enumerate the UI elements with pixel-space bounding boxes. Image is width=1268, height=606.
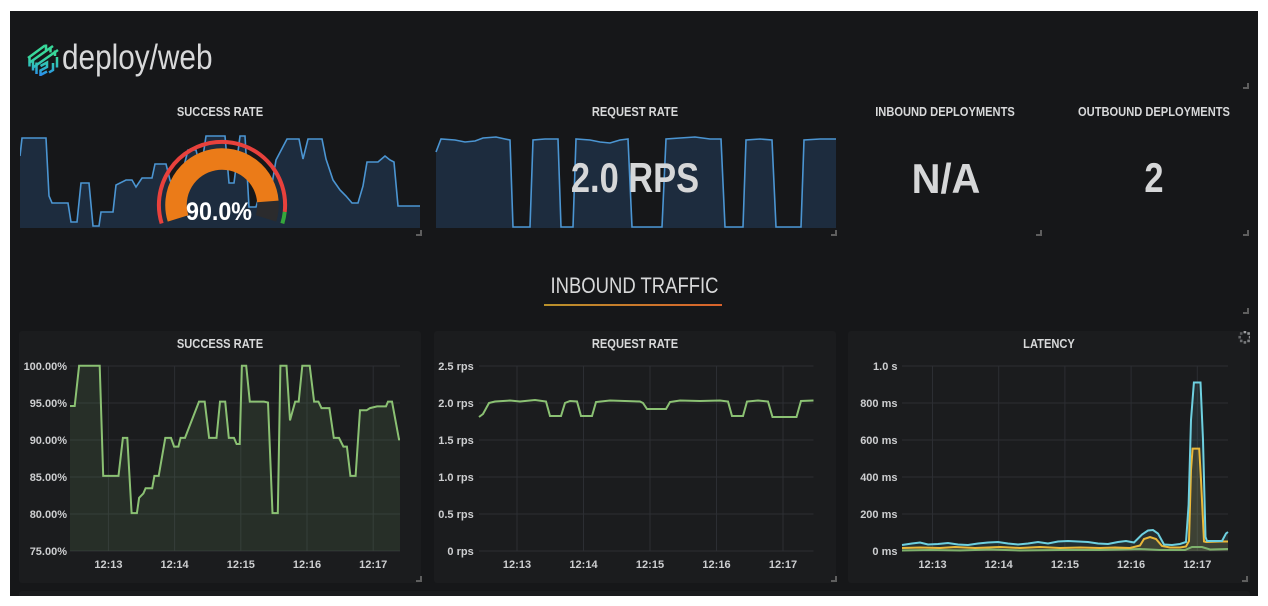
svg-text:12:15: 12:15	[636, 559, 664, 571]
svg-text:80.00%: 80.00%	[30, 509, 68, 521]
svg-text:12:16: 12:16	[293, 559, 321, 571]
svg-text:1.5 rps: 1.5 rps	[438, 435, 473, 447]
svg-text:12:17: 12:17	[359, 559, 387, 571]
svg-text:2.0 rps: 2.0 rps	[438, 398, 473, 410]
svg-text:12:17: 12:17	[1183, 559, 1211, 571]
svg-text:12:17: 12:17	[769, 559, 797, 571]
svg-text:800 ms: 800 ms	[860, 398, 897, 410]
svg-text:12:16: 12:16	[1117, 559, 1145, 571]
svg-text:100.00%: 100.00%	[24, 361, 68, 373]
svg-text:12:13: 12:13	[918, 559, 946, 571]
svg-text:0 rps: 0 rps	[447, 546, 473, 558]
svg-text:95.00%: 95.00%	[30, 398, 68, 410]
svg-text:75.00%: 75.00%	[30, 546, 68, 558]
svg-text:1.0 s: 1.0 s	[873, 361, 897, 373]
svg-text:12:13: 12:13	[503, 559, 531, 571]
svg-text:12:14: 12:14	[985, 559, 1014, 571]
svg-text:12:14: 12:14	[569, 559, 598, 571]
svg-text:600 ms: 600 ms	[860, 435, 897, 447]
svg-text:90.00%: 90.00%	[30, 435, 68, 447]
svg-text:0.5 rps: 0.5 rps	[438, 509, 473, 521]
svg-text:0 ms: 0 ms	[872, 546, 897, 558]
svg-text:12:13: 12:13	[94, 559, 122, 571]
svg-text:85.00%: 85.00%	[30, 472, 68, 484]
svg-text:200 ms: 200 ms	[860, 509, 897, 521]
svg-text:12:14: 12:14	[161, 559, 190, 571]
svg-text:90.0%: 90.0%	[186, 198, 252, 226]
svg-text:1.0 rps: 1.0 rps	[438, 472, 473, 484]
svg-text:12:15: 12:15	[1051, 559, 1079, 571]
svg-text:2.5 rps: 2.5 rps	[438, 361, 473, 373]
svg-text:12:15: 12:15	[227, 559, 255, 571]
svg-text:12:16: 12:16	[702, 559, 730, 571]
svg-text:400 ms: 400 ms	[860, 472, 897, 484]
